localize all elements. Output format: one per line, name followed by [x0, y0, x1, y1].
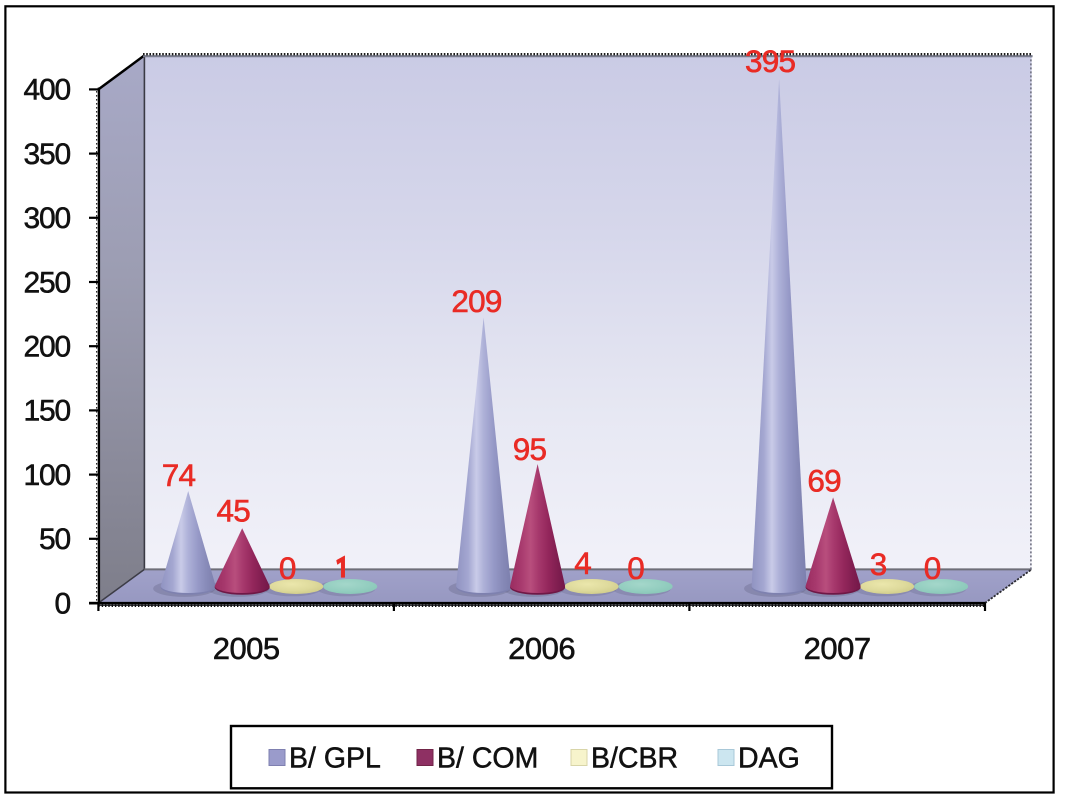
svg-text:2006: 2006 — [508, 631, 575, 666]
svg-text:50: 50 — [39, 523, 70, 556]
svg-text:69: 69 — [807, 462, 841, 498]
svg-text:200: 200 — [24, 331, 71, 364]
svg-text:DAG: DAG — [738, 742, 800, 774]
svg-text:150: 150 — [24, 395, 71, 428]
svg-text:2007: 2007 — [804, 631, 871, 666]
svg-text:B/ COM: B/ COM — [437, 742, 538, 774]
svg-text:300: 300 — [24, 202, 71, 235]
svg-text:0: 0 — [55, 587, 71, 620]
svg-text:B/CBR: B/CBR — [591, 742, 678, 774]
svg-text:0: 0 — [627, 550, 644, 586]
svg-text:0: 0 — [924, 550, 941, 586]
svg-text:400: 400 — [24, 74, 71, 107]
svg-text:45: 45 — [216, 493, 250, 529]
svg-text:100: 100 — [24, 459, 71, 492]
svg-text:74: 74 — [162, 457, 196, 493]
svg-text:350: 350 — [24, 138, 71, 171]
svg-text:B/ GPL: B/ GPL — [289, 742, 381, 774]
svg-text:250: 250 — [24, 266, 71, 299]
svg-text:0: 0 — [279, 550, 296, 586]
svg-text:2005: 2005 — [213, 631, 280, 666]
svg-text:209: 209 — [451, 283, 501, 319]
svg-text:3: 3 — [870, 546, 887, 582]
svg-text:4: 4 — [574, 545, 591, 581]
svg-text:395: 395 — [745, 43, 795, 79]
svg-text:95: 95 — [513, 431, 547, 467]
